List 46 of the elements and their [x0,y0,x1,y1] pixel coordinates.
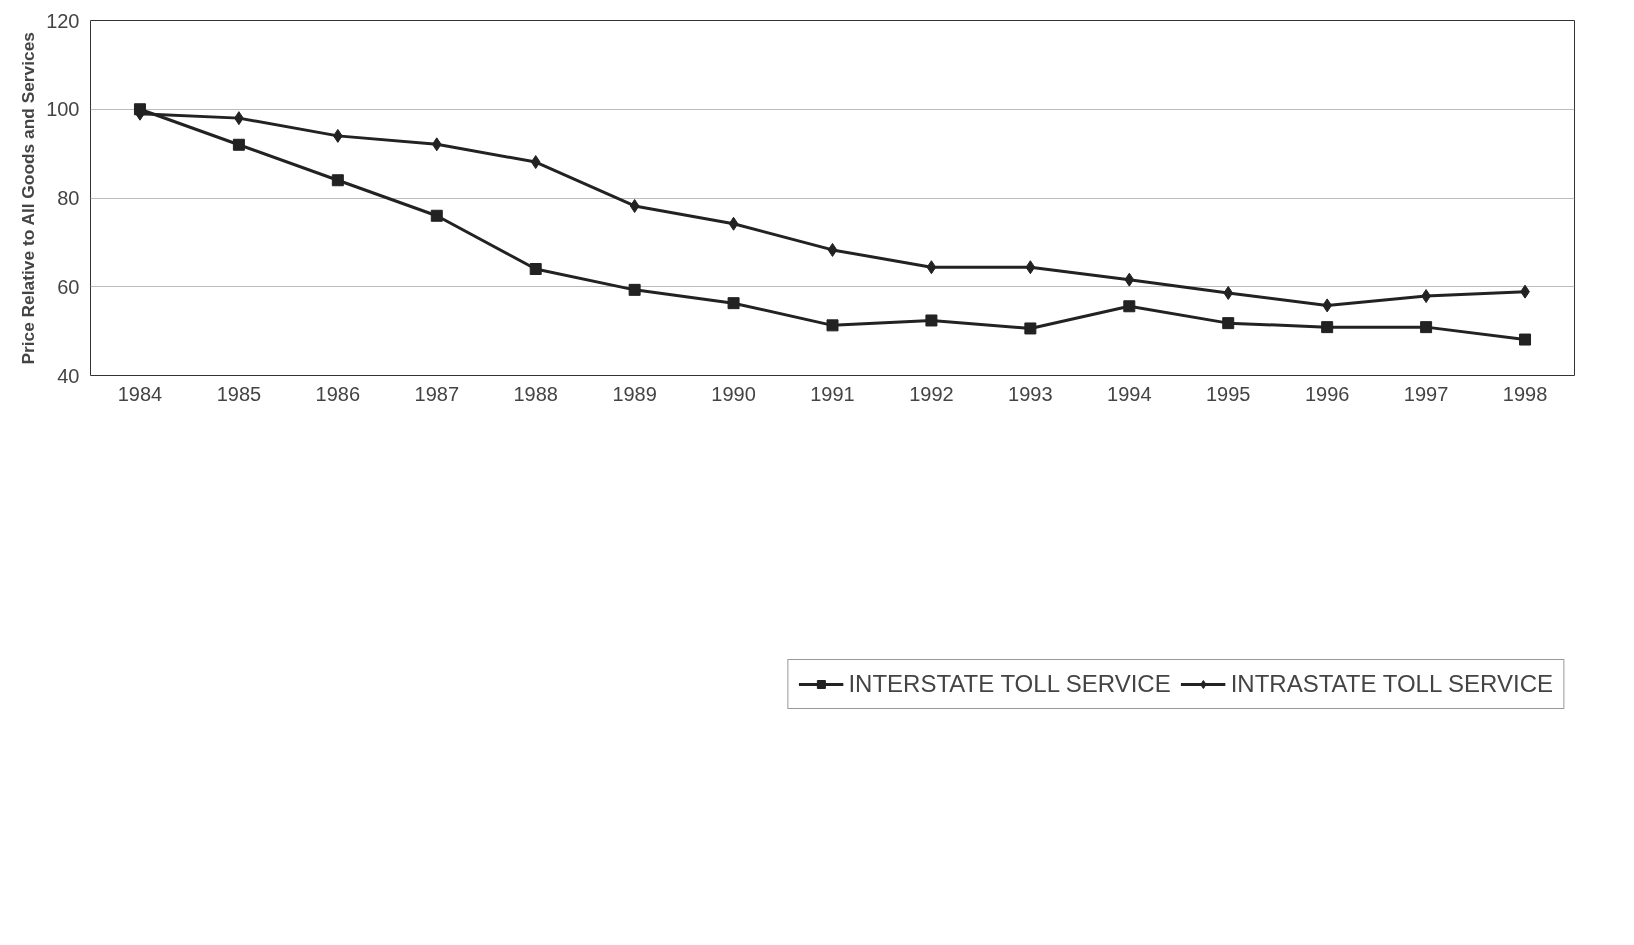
x-tick-label: 1985 [216,382,262,405]
y-axis-title: Price Relative to All Goods and Services [18,32,39,365]
point [331,174,344,187]
point [1222,317,1235,330]
y-tick-label: 120 [46,9,80,32]
point [1123,300,1136,313]
x-tick-label: 1994 [1107,382,1152,405]
x-tick-label: 1993 [1008,382,1053,405]
point [826,319,839,332]
point [926,260,937,275]
x-tick-label: 1986 [315,382,361,405]
x-tick-label: 1984 [117,382,163,405]
point [529,263,542,275]
x-tick-label: 1996 [1304,382,1350,405]
x-tick-label: 1987 [414,382,460,405]
y-tick-label: 100 [46,98,80,121]
x-tick-label: 1997 [1403,382,1449,405]
point [1025,260,1036,275]
x-tick-label: 1988 [513,382,558,405]
x-tick-label: 1991 [810,382,855,405]
y-tick-label: 60 [57,275,80,298]
x-tick-label: 1990 [711,382,756,405]
point [727,297,740,310]
y-tick-label: 80 [57,187,80,209]
point [1519,333,1532,346]
point [629,198,640,213]
point [728,216,739,231]
legend-label: INTRASTATE TOLL SERVICE [1230,670,1553,698]
x-tick-label: 1998 [1502,382,1548,405]
point [1420,321,1433,334]
point [827,242,838,257]
x-tick-label: 1989 [612,382,657,405]
point [1321,321,1334,334]
point [1223,285,1234,300]
point [628,283,641,296]
point [530,155,541,170]
point [232,138,245,151]
point [431,137,442,152]
point [1124,272,1135,287]
point [925,314,938,327]
x-tick-label: 1995 [1205,382,1251,405]
y-tick-label: 40 [57,364,80,387]
point [430,209,443,222]
legend-label: INTERSTATE TOLL SERVICE [848,670,1171,698]
x-tick-label: 1992 [909,382,954,405]
point [1024,322,1037,335]
